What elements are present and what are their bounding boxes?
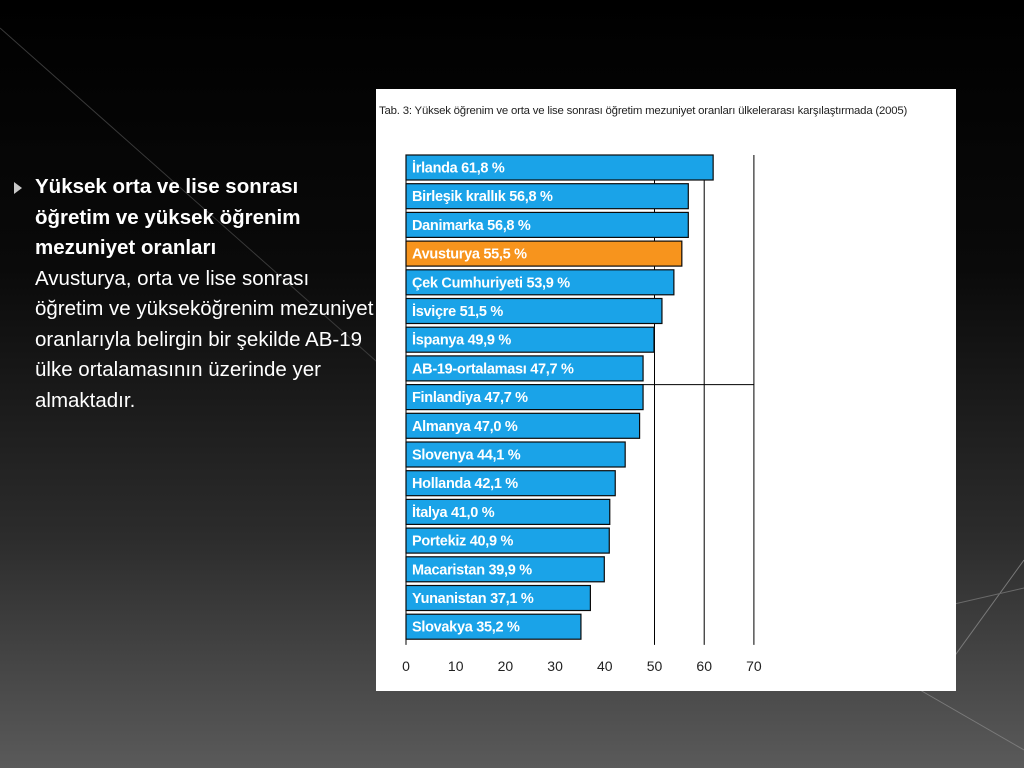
bar-chart: İrlanda 61,8 % Birleşik krallık 56,8 % Dan… xyxy=(402,154,762,674)
bar xyxy=(405,297,663,325)
bar xyxy=(405,556,605,583)
bar xyxy=(405,470,616,497)
bar xyxy=(405,269,675,296)
bar xyxy=(405,355,644,382)
bar-label: Macaristan 39,9 % xyxy=(412,562,532,578)
bar-label: Danimarka 56,8 % xyxy=(412,218,531,234)
bar xyxy=(405,384,644,411)
bar-label: Almanya 47,0 % xyxy=(412,419,518,435)
bar xyxy=(405,412,641,439)
bar xyxy=(405,240,683,267)
bar xyxy=(405,584,591,612)
bullet-arrow-icon xyxy=(14,182,22,194)
bar-label: Hollanda 42,1 % xyxy=(412,476,518,492)
x-tick-label: 50 xyxy=(647,658,663,674)
bar-label: Yunanistan 37,1 % xyxy=(412,591,534,607)
chart-panel: Tab. 3: Yüksek öğrenim ve orta ve lise s… xyxy=(376,89,956,691)
decor-line xyxy=(0,27,421,401)
x-tick-label: 30 xyxy=(547,658,563,674)
bar-label: Slovenya 44,1 % xyxy=(412,448,521,464)
bar xyxy=(405,498,611,525)
x-tick-label: 60 xyxy=(696,658,712,674)
chart-title: Tab. 3: Yüksek öğrenim ve orta ve lise s… xyxy=(379,105,908,117)
bar-label: Birleşik krallık 56,8 % xyxy=(412,189,553,205)
bar-label: Avusturya 55,5 % xyxy=(412,247,527,263)
bar-label: İsviçre 51,5 % xyxy=(412,303,503,320)
x-tick-label: 0 xyxy=(402,658,410,674)
x-tick-label: 70 xyxy=(746,658,762,674)
x-tick-label: 40 xyxy=(597,658,613,674)
bar-label: İtalya 41,0 % xyxy=(412,504,495,521)
slide-body: Avusturya, orta ve lise sonrası öğretim … xyxy=(35,266,374,412)
x-tick-label: 20 xyxy=(498,658,514,674)
slide-heading: Yüksek orta ve lise sonrası öğretim ve y… xyxy=(35,175,301,259)
decor-line xyxy=(919,689,1024,751)
slide-text: Yüksek orta ve lise sonrası öğretim ve y… xyxy=(35,172,375,416)
bar-label: AB-19-ortalaması 47,7 % xyxy=(412,361,574,377)
bar xyxy=(405,613,582,640)
bar-label: Finlandiya 47,7 % xyxy=(412,390,528,406)
bar-label: İspanya 49,9 % xyxy=(412,332,511,349)
bar xyxy=(405,154,714,181)
bar-label: Slovakya 35,2 % xyxy=(412,620,520,636)
bar xyxy=(405,441,626,468)
bar xyxy=(405,211,689,239)
bar xyxy=(405,183,689,210)
bar-label: Çek Cumhuriyeti 53,9 % xyxy=(412,275,570,291)
bar xyxy=(405,326,655,353)
bar xyxy=(405,527,610,554)
bar-label: Portekiz 40,9 % xyxy=(412,534,513,550)
bar-label: İrlanda 61,8 % xyxy=(412,160,505,177)
decor-line xyxy=(949,587,1024,606)
x-tick-label: 10 xyxy=(448,658,464,674)
